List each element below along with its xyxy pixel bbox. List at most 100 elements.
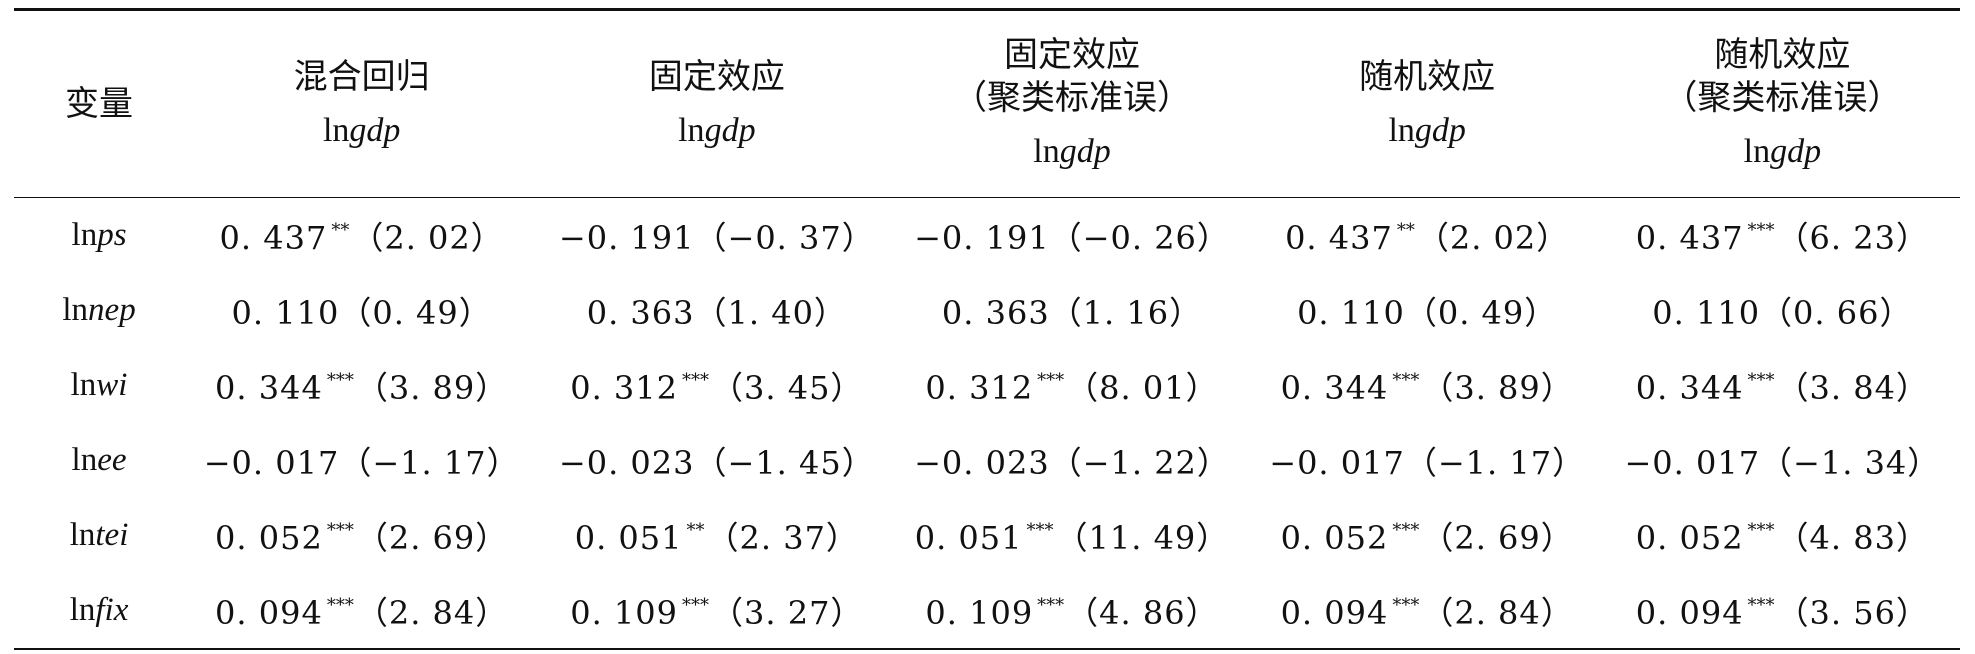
- estimate-cell: 0. 052 ***（2. 69）: [1250, 498, 1605, 573]
- estimate-cell: 0. 094 ***（2. 84）: [1250, 573, 1605, 649]
- coefficient: 0. 437: [1635, 218, 1744, 257]
- table-row: lnps 0. 437 **（2. 02） −0. 191（−0. 37） −0. 19…: [14, 198, 1960, 274]
- table-row: lnnep 0. 110（0. 49） 0. 363（1. 40） 0. 363（1.…: [14, 273, 1960, 348]
- coefficient: 0. 052: [1280, 518, 1389, 557]
- estimate-cell: −0. 017（−1. 17）: [1250, 423, 1605, 498]
- coefficient: −0. 191: [558, 218, 695, 257]
- t-statistic: （2. 69）: [1421, 518, 1574, 557]
- significance-stars: ***: [326, 369, 354, 391]
- t-statistic: （4. 83）: [1776, 518, 1929, 557]
- header-label: 变量: [65, 83, 134, 124]
- model-column-header: 固定效应 （聚类标准误） lngdp: [894, 10, 1249, 198]
- coefficient: −0. 023: [914, 443, 1050, 482]
- header-row: 变量 混合回归 lngdp 固定效应 lngdp 固定效应 （聚类标准误） lngdp 随机效应…: [14, 9, 1960, 198]
- significance-stars: ***: [682, 594, 709, 616]
- significance-stars: ***: [1037, 594, 1065, 616]
- estimate-cell: 0. 437 ***（6. 23）: [1605, 198, 1960, 274]
- dependent-variable-name: gdp: [1414, 112, 1466, 149]
- dependent-variable-name: gdp: [349, 112, 401, 149]
- dependent-variable-label: lngdp: [539, 110, 894, 153]
- significance-stars: ***: [1037, 369, 1065, 391]
- significance-stars: ***: [1747, 369, 1775, 391]
- coefficient: −0. 191: [914, 218, 1050, 257]
- t-statistic: （8. 01）: [1066, 368, 1219, 407]
- ln-prefix: ln: [678, 112, 705, 149]
- significance-stars: ***: [1392, 594, 1420, 616]
- t-statistic: （3. 84）: [1776, 368, 1929, 407]
- t-statistic: （2. 02）: [1416, 218, 1570, 257]
- ln-prefix: ln: [1743, 133, 1771, 171]
- significance-stars: **: [331, 219, 350, 241]
- estimate-cell: 0. 110（0. 66）: [1605, 273, 1960, 348]
- significance-stars: **: [686, 519, 705, 541]
- estimate-cell: 0. 312 ***（8. 01）: [894, 348, 1249, 423]
- t-statistic: （3. 56）: [1776, 593, 1929, 632]
- estimate-cell: −0. 023（−1. 45）: [539, 423, 894, 498]
- variable-name-cell: lntei: [14, 498, 184, 573]
- t-statistic: （1. 16）: [1049, 293, 1203, 332]
- estimate-cell: −0. 191（−0. 37）: [539, 198, 894, 274]
- estimate-cell: −0. 017（−1. 34）: [1605, 423, 1960, 498]
- t-statistic: （2. 84）: [355, 593, 509, 632]
- coefficient: 0. 312: [570, 368, 678, 407]
- model-column-header: 固定效应 lngdp: [539, 10, 894, 198]
- t-statistic: （4. 86）: [1066, 593, 1219, 632]
- dependent-variable-name: gdp: [1770, 133, 1822, 171]
- model-column-header: 混合回归 lngdp: [184, 10, 539, 198]
- coefficient: 0. 344: [1280, 368, 1389, 407]
- t-statistic: （3. 27）: [711, 593, 864, 632]
- coefficient: 0. 344: [215, 368, 323, 407]
- coefficient: 0. 344: [1635, 368, 1744, 407]
- estimate-cell: 0. 437 **（2. 02）: [184, 198, 539, 274]
- coefficient: 0. 110: [231, 293, 340, 332]
- t-statistic: （−1. 34）: [1760, 443, 1941, 482]
- significance-stars: **: [1396, 219, 1415, 241]
- estimate-cell: 0. 363（1. 16）: [894, 273, 1249, 348]
- significance-stars: ***: [1747, 519, 1775, 541]
- variable-name: ps: [97, 217, 127, 253]
- estimate-cell: 0. 094 ***（3. 56）: [1605, 573, 1960, 649]
- variable-name-cell: lnfix: [14, 573, 184, 649]
- ln-prefix: ln: [70, 367, 97, 403]
- model-column-header: 随机效应 lngdp: [1250, 10, 1605, 198]
- coefficient: 0. 051: [914, 518, 1023, 557]
- coefficient: 0. 052: [215, 518, 323, 557]
- estimate-cell: 0. 363（1. 40）: [539, 273, 894, 348]
- estimate-cell: 0. 109 ***（3. 27）: [539, 573, 894, 649]
- coefficient: 0. 109: [570, 593, 678, 632]
- estimate-cell: 0. 051 **（2. 37）: [539, 498, 894, 573]
- t-statistic: （11. 49）: [1055, 518, 1230, 557]
- estimate-cell: 0. 344 ***（3. 89）: [1250, 348, 1605, 423]
- coefficient: 0. 363: [586, 293, 695, 332]
- dependent-variable-label: lngdp: [184, 110, 539, 153]
- coefficient: 0. 110: [1297, 293, 1405, 332]
- estimate-cell: 0. 312 ***（3. 45）: [539, 348, 894, 423]
- significance-stars: ***: [1747, 219, 1775, 241]
- t-statistic: （3. 45）: [711, 368, 864, 407]
- estimate-cell: −0. 017（−1. 17）: [184, 423, 539, 498]
- coefficient: 0. 110: [1652, 293, 1761, 332]
- t-statistic: （2. 69）: [355, 518, 509, 557]
- coefficient: 0. 437: [1285, 218, 1393, 257]
- significance-stars: ***: [1026, 519, 1054, 541]
- significance-stars: ***: [1392, 519, 1420, 541]
- variable-name: wi: [96, 367, 128, 403]
- t-statistic: （2. 84）: [1421, 593, 1574, 632]
- coefficient: 0. 437: [219, 218, 328, 257]
- table-row: lnfix 0. 094 ***（2. 84） 0. 109 ***（3. 27） 0. …: [14, 573, 1960, 649]
- significance-stars: ***: [326, 519, 354, 541]
- table-row: lntei 0. 052 ***（2. 69） 0. 051 **（2. 37） 0. 0…: [14, 498, 1960, 573]
- table-header: 变量 混合回归 lngdp 固定效应 lngdp 固定效应 （聚类标准误） lngdp 随机效应…: [14, 9, 1960, 198]
- dependent-variable-label: lngdp: [1250, 110, 1605, 153]
- ln-prefix: ln: [69, 592, 96, 628]
- coefficient: 0. 312: [925, 368, 1034, 407]
- estimate-cell: 0. 051 ***（11. 49）: [894, 498, 1249, 573]
- estimate-cell: 0. 052 ***（2. 69）: [184, 498, 539, 573]
- variable-name-cell: lnee: [14, 423, 184, 498]
- dependent-variable-name: gdp: [1059, 133, 1111, 171]
- variable-name: nep: [88, 292, 136, 328]
- coefficient: −0. 017: [1269, 443, 1405, 482]
- header-label: （聚类标准误）: [953, 77, 1191, 118]
- coefficient: 0. 363: [941, 293, 1050, 332]
